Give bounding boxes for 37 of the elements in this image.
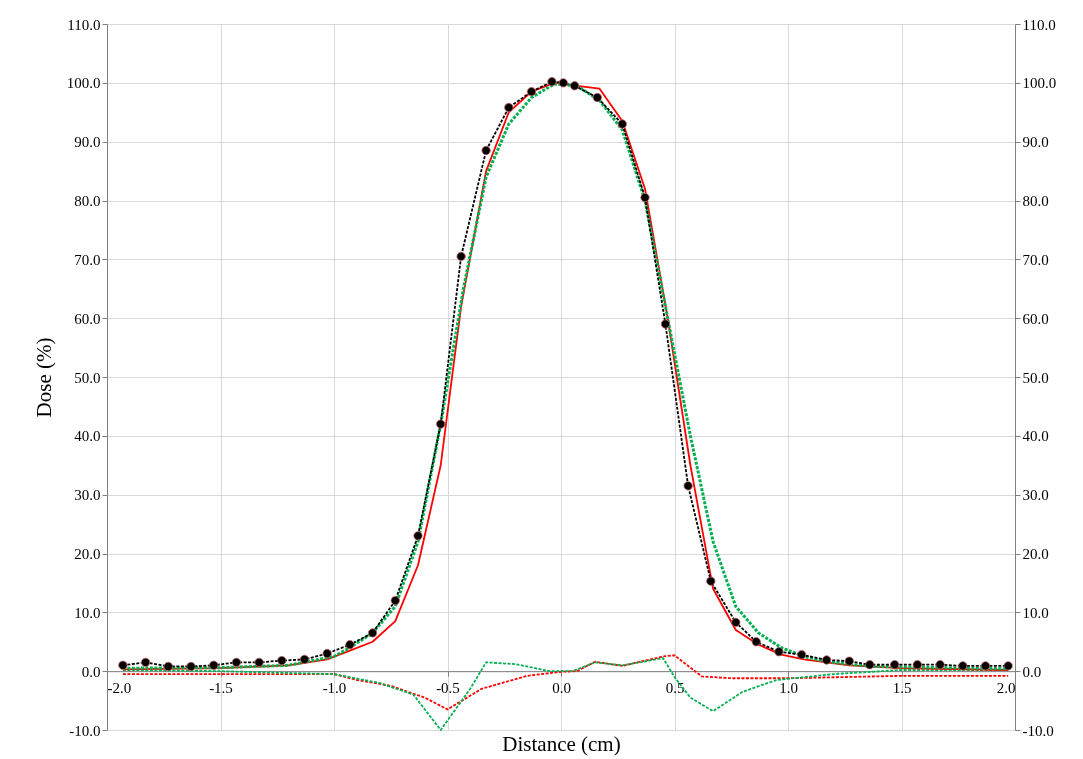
x-tick-label: 2.0 <box>996 679 1016 696</box>
x-tick-label: -1.0 <box>322 679 347 696</box>
y2-tick-label: 60.0 <box>1022 310 1049 327</box>
y-tick-label: 110.0 <box>67 16 101 33</box>
y-tick-label: -10.0 <box>69 722 101 739</box>
y2-tick-label: 20.0 <box>1022 546 1049 562</box>
y2-tick-label: 80.0 <box>1022 193 1049 209</box>
y-tick-label: 90.0 <box>74 134 101 151</box>
x-axis-title: Distance (cm) <box>502 731 621 756</box>
y2-tick-label: 100.0 <box>1022 75 1057 92</box>
y-tick-label: 10.0 <box>74 604 101 621</box>
y-tick-label: 40.0 <box>74 428 101 445</box>
y-tick-label: 70.0 <box>74 251 101 268</box>
y2-tick-label: 110.0 <box>1022 16 1056 33</box>
x-tick-label: -2.0 <box>107 679 132 696</box>
y2-tick-label: 0.0 <box>1022 663 1042 680</box>
y2-tick-label: -10.0 <box>1022 722 1054 739</box>
y-tick-label: 30.0 <box>74 487 101 504</box>
y-axis-title: Dose (%) <box>31 337 56 418</box>
y-tick-label: 60.0 <box>74 310 101 327</box>
y2-tick-label: 10.0 <box>1022 604 1049 621</box>
y-tick-label: 0.0 <box>81 663 101 680</box>
x-tick-label: 1.5 <box>892 679 912 696</box>
y2-tick-label: 40.0 <box>1022 428 1049 445</box>
y-tick-label: 50.0 <box>74 369 101 386</box>
y2-tick-label: 50.0 <box>1022 369 1049 386</box>
x-tick-label: 0.0 <box>552 679 571 696</box>
x-tick-label: 1.0 <box>779 679 798 696</box>
y2-tick-label: 90.0 <box>1022 134 1049 151</box>
x-tick-label: -1.5 <box>209 679 233 696</box>
x-tick-label: 0.5 <box>665 679 685 696</box>
y2-tick-label: 70.0 <box>1022 251 1049 268</box>
y-tick-label: 100.0 <box>66 75 101 92</box>
y-tick-label: 20.0 <box>74 546 101 562</box>
x-tick-label: -0.5 <box>436 679 460 696</box>
y-tick-label: 80.0 <box>74 193 101 209</box>
y2-tick-label: 30.0 <box>1022 487 1049 504</box>
